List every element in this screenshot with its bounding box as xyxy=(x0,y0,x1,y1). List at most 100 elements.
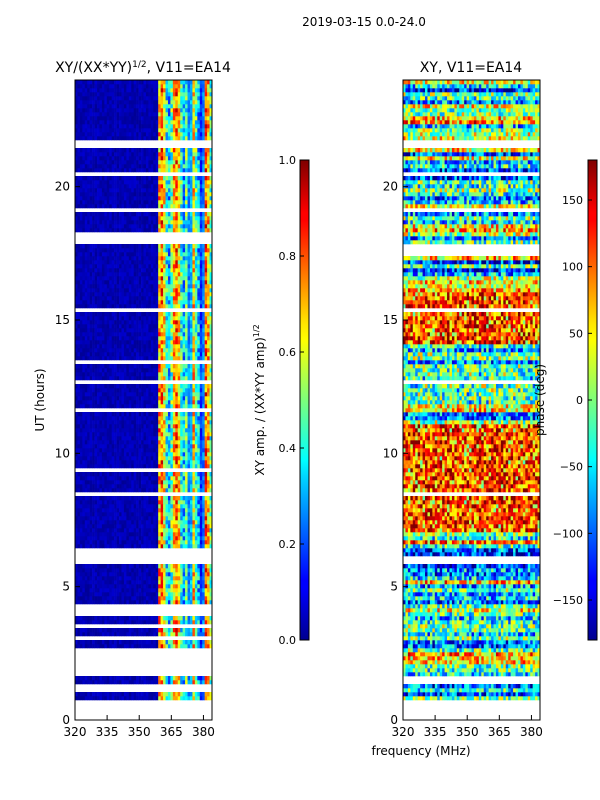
heatmap-cell xyxy=(104,388,108,393)
heatmap-cell xyxy=(153,372,157,377)
heatmap-cell xyxy=(123,580,127,585)
heatmap-cell xyxy=(150,372,154,377)
heatmap-cell xyxy=(160,528,164,533)
heatmap-cell xyxy=(79,312,83,317)
heatmap-cell xyxy=(109,680,112,685)
heatmap-cell xyxy=(131,472,135,477)
heatmap-cell xyxy=(143,500,147,505)
heatmap-cell xyxy=(145,372,149,377)
heatmap-cell xyxy=(163,512,166,517)
heatmap-cell xyxy=(204,572,208,577)
heatmap-cell xyxy=(158,680,161,685)
heatmap-cell xyxy=(82,584,86,589)
heatmap-cell xyxy=(87,248,90,253)
heatmap-cell xyxy=(89,632,93,637)
heatmap-cell xyxy=(165,456,169,461)
heatmap-cell xyxy=(114,440,117,445)
heatmap-cell xyxy=(126,528,130,533)
heatmap-cell xyxy=(153,536,157,541)
heatmap-cell xyxy=(133,480,137,485)
heatmap-cell xyxy=(121,256,125,261)
heatmap-cell xyxy=(143,616,147,621)
heatmap-cell xyxy=(121,268,125,273)
heatmap-cell xyxy=(155,592,159,597)
heatmap-cell xyxy=(87,364,90,369)
heatmap-cell xyxy=(150,564,154,569)
heatmap-cell xyxy=(204,284,208,289)
heatmap-cell xyxy=(204,328,208,333)
heatmap-cell xyxy=(77,248,81,253)
heatmap-cell xyxy=(170,284,174,289)
heatmap-cell xyxy=(145,352,149,357)
heatmap-cell xyxy=(155,452,159,457)
heatmap-cell xyxy=(202,440,205,445)
heatmap-cell xyxy=(111,580,115,585)
heatmap-cell xyxy=(84,372,88,377)
heatmap-cell xyxy=(128,632,132,637)
heatmap-cell xyxy=(167,404,171,409)
heatmap-cell xyxy=(182,276,186,281)
heatmap-cell xyxy=(106,680,110,685)
heatmap-cell xyxy=(163,616,166,621)
heatmap-cell xyxy=(189,520,193,525)
heatmap-cell xyxy=(84,384,88,389)
heatmap-cell xyxy=(180,324,183,329)
heatmap-cell xyxy=(204,540,208,545)
heatmap-cell xyxy=(163,500,166,505)
heatmap-cell xyxy=(84,300,88,305)
heatmap-cell xyxy=(109,428,112,433)
heatmap-cell xyxy=(138,348,142,353)
heatmap-cell xyxy=(87,544,90,549)
heatmap-cell xyxy=(97,508,100,513)
heatmap-cell xyxy=(192,336,196,341)
heatmap-cell xyxy=(99,348,103,353)
heatmap-cell xyxy=(106,508,110,513)
heatmap-cell xyxy=(155,304,159,309)
heatmap-cell xyxy=(150,256,154,261)
heatmap-cell xyxy=(160,284,164,289)
heatmap-cell xyxy=(138,444,142,449)
heatmap-cell xyxy=(87,256,90,261)
heatmap-cell xyxy=(75,404,78,409)
heatmap-cell xyxy=(79,628,83,633)
heatmap-cell xyxy=(138,536,142,541)
heatmap-cell xyxy=(170,592,174,597)
heatmap-cell xyxy=(111,564,115,569)
heatmap-cell xyxy=(172,384,176,389)
heatmap-cell xyxy=(182,504,186,509)
heatmap-cell xyxy=(131,644,135,649)
heatmap-cell xyxy=(119,352,122,357)
heatmap-cell xyxy=(180,524,183,529)
heatmap-cell xyxy=(194,572,198,577)
heatmap-cell xyxy=(111,364,115,369)
heatmap-cell xyxy=(172,488,176,493)
heatmap-cell xyxy=(84,580,88,585)
heatmap-cell xyxy=(131,276,135,281)
heatmap-cell xyxy=(128,528,132,533)
heatmap-cell xyxy=(77,300,81,305)
heatmap-cell xyxy=(180,616,183,621)
heatmap-cell xyxy=(106,396,110,401)
heatmap-cell xyxy=(170,500,174,505)
heatmap-cell xyxy=(111,472,115,477)
heatmap-cell xyxy=(163,576,166,581)
heatmap-cell xyxy=(172,376,176,381)
heatmap-cell xyxy=(75,524,78,529)
heatmap-cell xyxy=(204,564,208,569)
heatmap-cell xyxy=(148,412,152,417)
heatmap-cell xyxy=(123,292,127,297)
heatmap-cell xyxy=(180,436,183,441)
heatmap-cell xyxy=(187,384,191,389)
heatmap-cell xyxy=(182,600,186,605)
heatmap-cell xyxy=(167,680,171,685)
heatmap-cell xyxy=(143,344,147,349)
heatmap-cell xyxy=(77,296,81,301)
heatmap-cell xyxy=(145,340,149,345)
heatmap-cell xyxy=(155,496,159,501)
heatmap-cell xyxy=(160,592,164,597)
heatmap-cell xyxy=(136,276,139,281)
heatmap-cell xyxy=(114,592,117,597)
heatmap-cell xyxy=(175,600,179,605)
heatmap-cell xyxy=(128,496,132,501)
heatmap-cell xyxy=(141,676,144,681)
